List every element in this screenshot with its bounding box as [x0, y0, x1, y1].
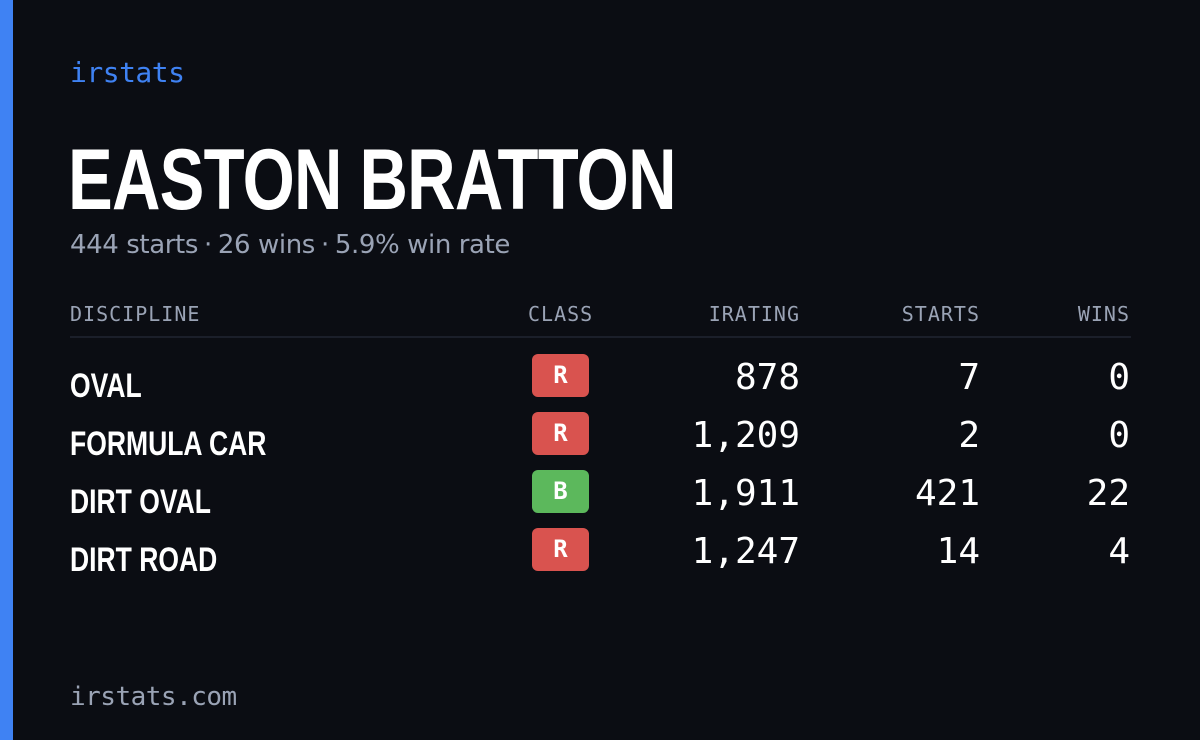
discipline-name: OVAL — [70, 367, 142, 405]
discipline-name: DIRT OVAL — [70, 483, 211, 521]
footer-url: irstats.com — [70, 682, 237, 712]
class-badge: R — [532, 528, 589, 571]
starts-value: 421 — [914, 473, 980, 514]
starts-value: 14 — [936, 531, 980, 572]
starts-value: 7 — [958, 357, 980, 398]
accent-bar — [0, 0, 13, 740]
summary-win-rate: 5.9% win rate — [334, 230, 511, 260]
summary-separator: · — [320, 230, 329, 260]
table-header: DISCIPLINE CLASS IRATING STARTS WINS — [70, 298, 1131, 338]
class-badge: R — [532, 412, 589, 455]
wins-value: 22 — [1086, 473, 1130, 514]
summary-wins: 26 wins — [217, 230, 315, 260]
starts-value: 2 — [958, 415, 980, 456]
brand-logo: irstats — [70, 56, 185, 89]
irating-value: 1,209 — [691, 415, 800, 456]
discipline-table: DISCIPLINE CLASS IRATING STARTS WINS OVA… — [70, 298, 1131, 586]
irating-value: 1,911 — [691, 473, 800, 514]
wins-value: 0 — [1108, 357, 1130, 398]
summary-starts: 444 starts — [70, 230, 198, 260]
table-row: FORMULA CAR R 1,209 2 0 — [70, 412, 1131, 470]
header-discipline: DISCIPLINE — [70, 302, 201, 326]
discipline-name: DIRT ROAD — [70, 541, 218, 579]
class-badge: B — [532, 470, 589, 513]
career-summary: 444 starts · 26 wins · 5.9% win rate — [70, 228, 510, 262]
class-badge: R — [532, 354, 589, 397]
table-row: OVAL R 878 7 0 — [70, 354, 1131, 412]
table-row: DIRT OVAL B 1,911 421 22 — [70, 470, 1131, 528]
irating-value: 1,247 — [691, 531, 800, 572]
summary-separator: · — [204, 230, 212, 260]
header-class: CLASS — [528, 302, 594, 326]
wins-value: 4 — [1108, 531, 1130, 572]
discipline-name: FORMULA CAR — [70, 425, 267, 463]
table-body: OVAL R 878 7 0 FORMULA CAR R 1,209 2 0 D… — [70, 338, 1131, 586]
header-wins: WINS — [1077, 302, 1130, 326]
irating-value: 878 — [734, 357, 800, 398]
header-irating: IRATING — [708, 302, 800, 326]
header-starts: STARTS — [901, 302, 980, 326]
driver-name: EASTON BRATTON — [68, 132, 677, 228]
wins-value: 0 — [1108, 415, 1130, 456]
table-row: DIRT ROAD R 1,247 14 4 — [70, 528, 1131, 586]
